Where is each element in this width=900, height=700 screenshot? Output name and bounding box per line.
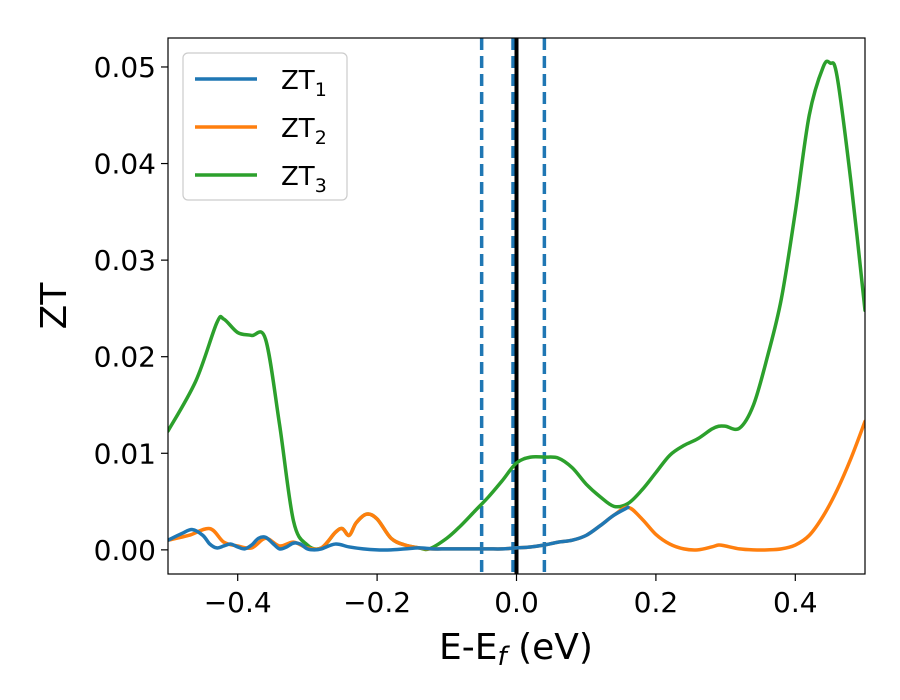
x-tick-label: −0.4 [204,586,272,619]
legend-label-zt2: ZT2 [281,114,327,149]
legend: ZT1 ZT2 ZT3 [182,52,348,201]
y-tick-label: 0.05 [94,51,156,84]
y-tick-label: 0.01 [94,437,156,470]
x-tick-label: 0.0 [494,586,539,619]
legend-label-zt3: ZT3 [281,162,327,197]
vertical-reference-lines [479,38,547,574]
y-tick-label: 0.02 [94,341,156,374]
y-axis-title: ZT [34,282,75,330]
legend-box [182,52,348,201]
x-tick-label: 0.2 [634,586,679,619]
series-line-zt1 [168,505,630,552]
x-tick-label: 0.4 [773,586,818,619]
y-axis-ticks: 0.00 0.01 0.02 0.03 0.04 0.05 [94,51,168,567]
x-tick-label: −0.2 [343,586,411,619]
y-tick-label: 0.04 [94,148,156,181]
series-line-zt3 [168,59,865,552]
x-axis-title: E-Ef (eV) [439,627,593,672]
legend-label-zt1: ZT1 [281,66,327,101]
series-layer [168,59,865,552]
y-tick-label: 0.03 [94,244,156,277]
x-axis-ticks: −0.4 −0.2 0.0 0.2 0.4 [204,574,818,619]
y-tick-label: 0.00 [94,534,156,567]
